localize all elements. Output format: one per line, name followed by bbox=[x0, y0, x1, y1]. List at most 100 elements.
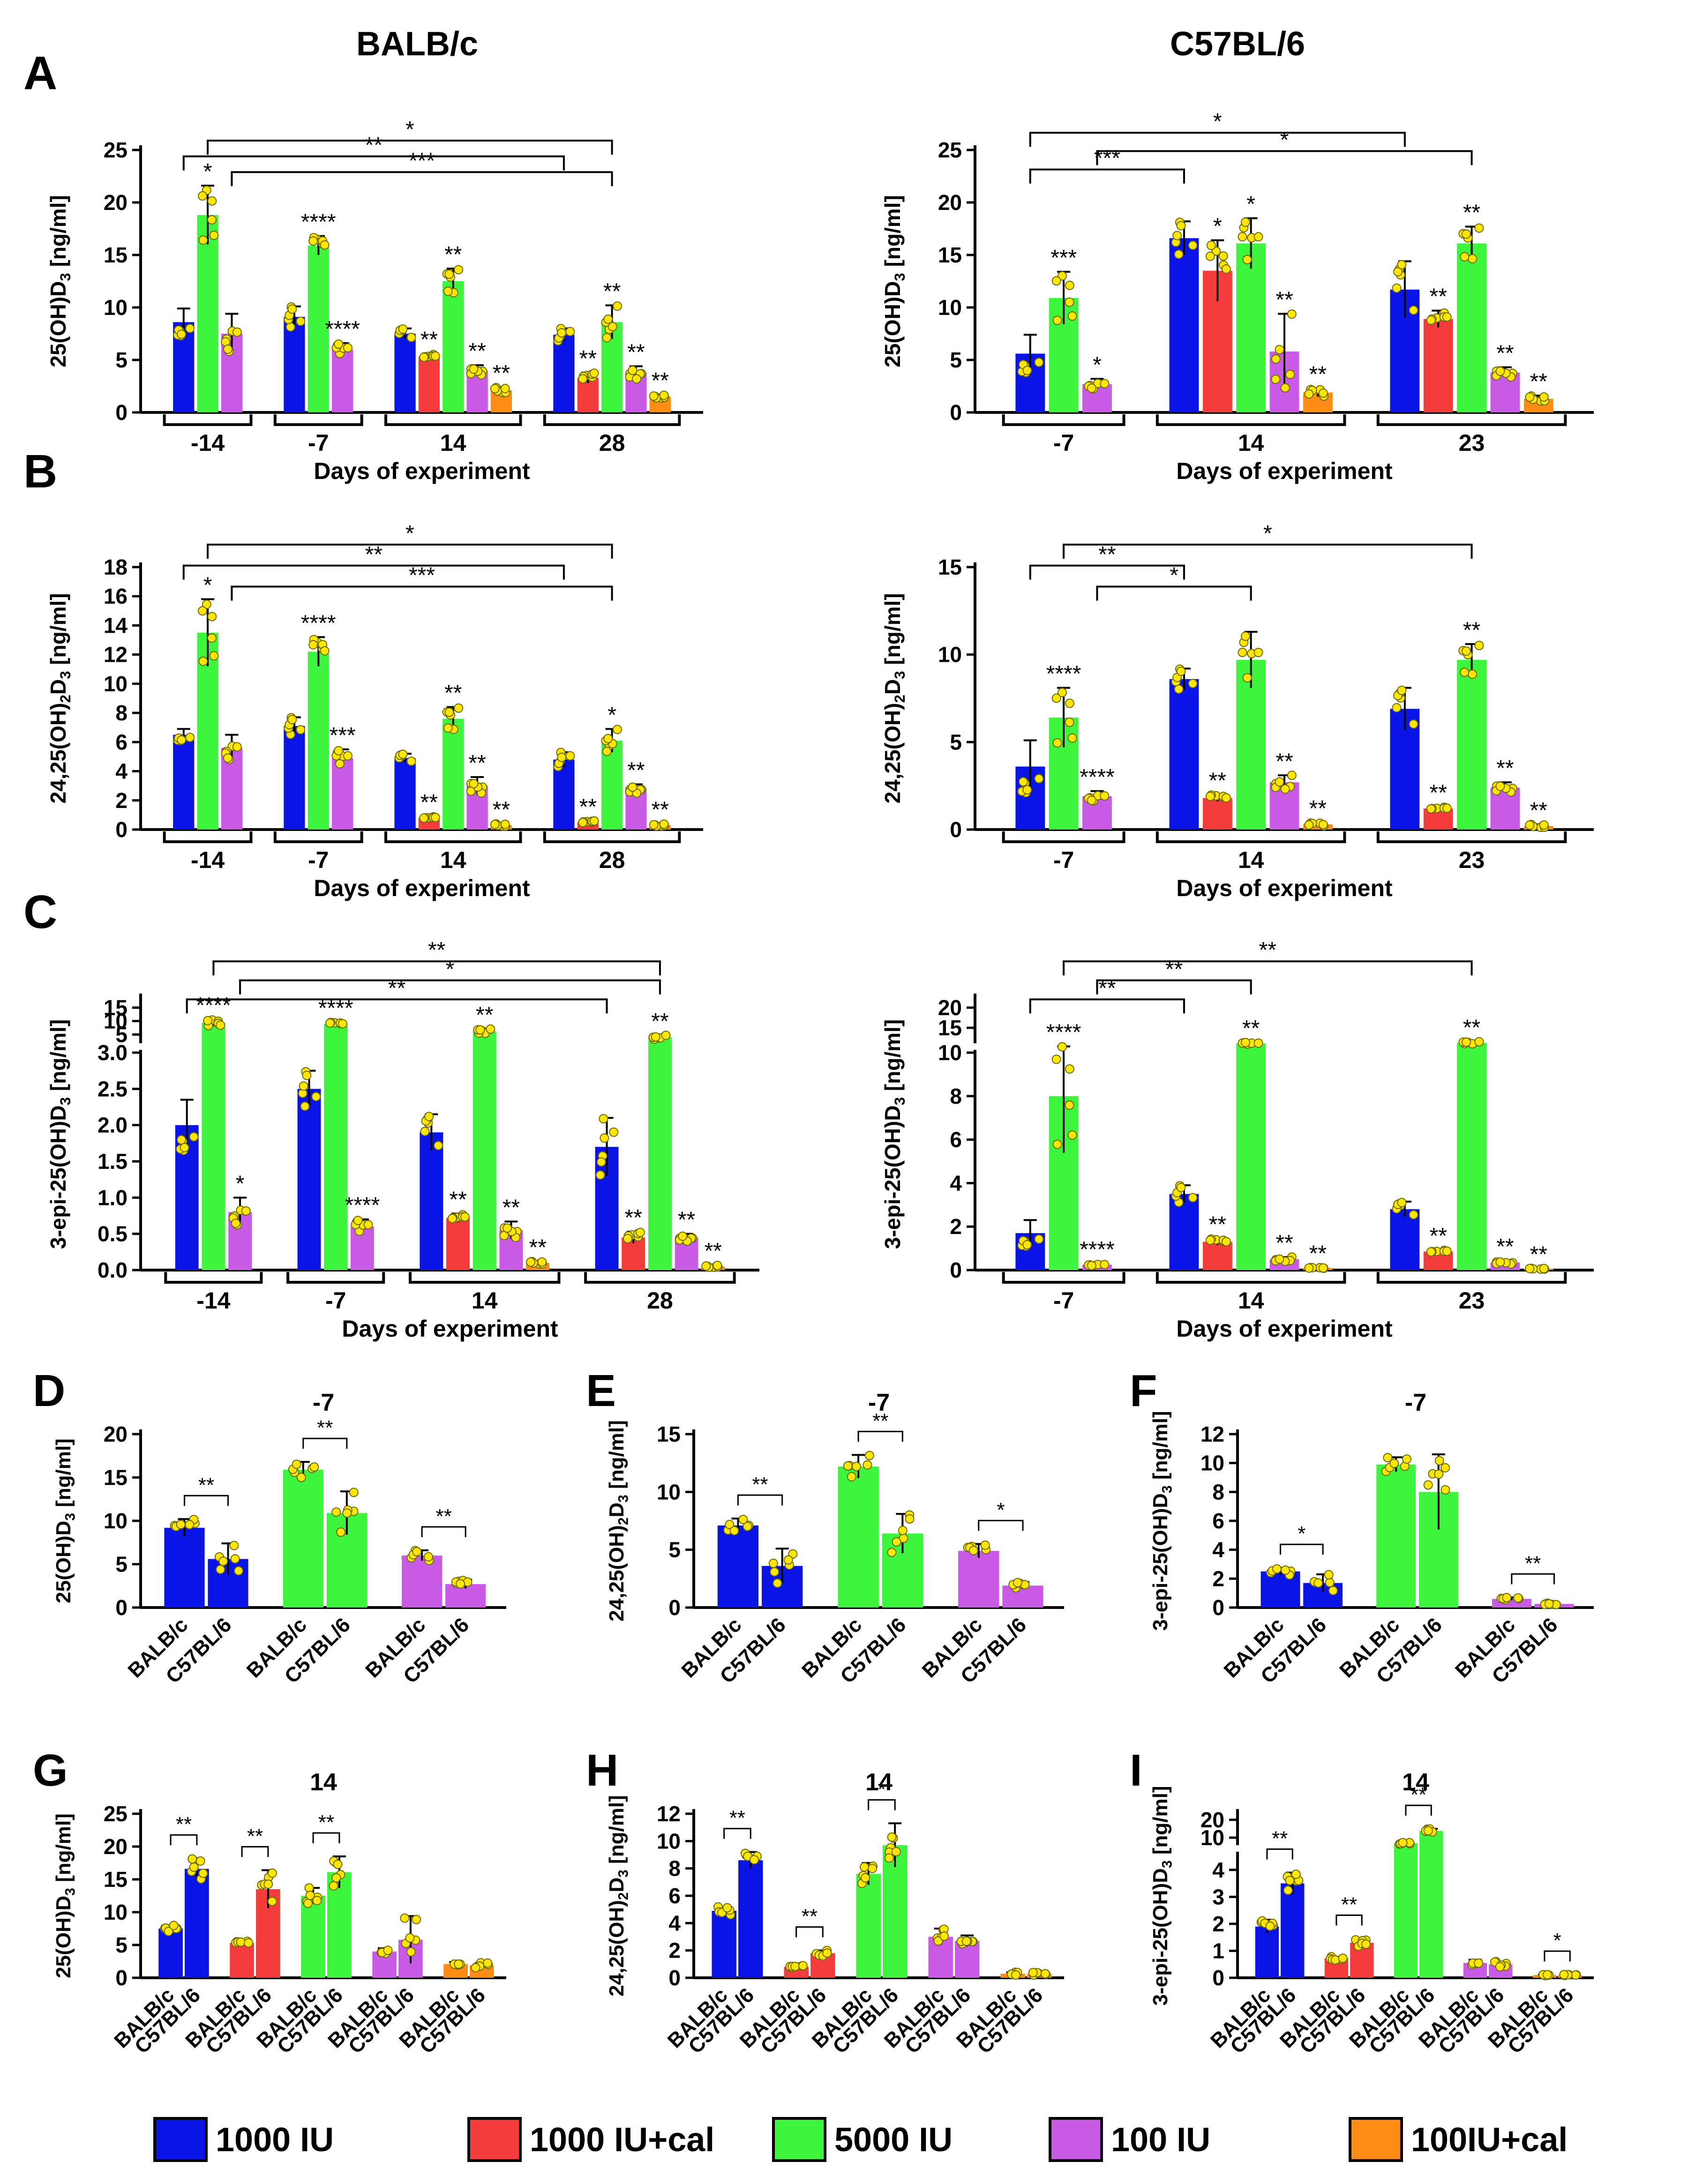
data-point bbox=[891, 1847, 901, 1856]
x-group-label: 23 bbox=[1459, 1287, 1485, 1314]
comparison-bracket bbox=[231, 171, 613, 187]
chart-title: 14 bbox=[1402, 1769, 1429, 1796]
data-point bbox=[1426, 1247, 1436, 1257]
data-point bbox=[1051, 693, 1061, 703]
group-bracket bbox=[163, 831, 253, 843]
significance-label: ** bbox=[420, 790, 438, 815]
data-point bbox=[1461, 1037, 1471, 1047]
y-tick-label: 12 bbox=[104, 643, 128, 667]
data-point bbox=[635, 1227, 645, 1237]
comparison-label: ** bbox=[1272, 1827, 1288, 1850]
significance-label: **** bbox=[301, 611, 336, 636]
data-point bbox=[1022, 785, 1032, 795]
data-point bbox=[207, 196, 217, 206]
data-point bbox=[302, 1070, 312, 1080]
x-group-label: -14 bbox=[191, 430, 225, 456]
data-point bbox=[180, 1143, 189, 1152]
y-tick-label: 3.0 bbox=[98, 1040, 128, 1065]
data-point bbox=[456, 1579, 465, 1589]
y-axis-label: 24,25(OH)2D3 [ng/ml] bbox=[46, 593, 74, 804]
data-point bbox=[198, 191, 208, 201]
data-point bbox=[701, 1261, 711, 1271]
significance-label: **** bbox=[345, 1193, 380, 1218]
bar-c1000-balbc bbox=[158, 1929, 183, 1978]
data-point bbox=[424, 1112, 434, 1122]
comparison-bracket bbox=[868, 1799, 896, 1810]
data-point bbox=[1087, 383, 1096, 393]
y-axis-label: 25(OH)D3 [ng/ml] bbox=[52, 1813, 78, 1978]
comparison-label: ** bbox=[1525, 1552, 1541, 1575]
data-point bbox=[557, 328, 567, 338]
significance-label: ** bbox=[444, 242, 462, 267]
data-point bbox=[325, 1018, 335, 1028]
y-tick-label: 6 bbox=[115, 730, 128, 754]
data-point bbox=[444, 269, 454, 279]
significance-label: ** bbox=[1430, 780, 1447, 805]
data-point bbox=[1238, 648, 1247, 658]
data-point bbox=[1022, 366, 1032, 375]
bar-c5000-balbc bbox=[1376, 1464, 1416, 1608]
comparison-bracket bbox=[207, 140, 613, 155]
data-point bbox=[1057, 1042, 1067, 1052]
x-axis-label: Days of experiment bbox=[342, 1316, 558, 1342]
y-tick-label: 25 bbox=[104, 1802, 128, 1826]
group-bracket bbox=[1376, 414, 1567, 426]
data-point bbox=[185, 323, 195, 333]
data-point bbox=[602, 747, 612, 756]
comparison-label: * bbox=[1298, 1522, 1305, 1545]
y-tick-label: 10 bbox=[104, 1900, 128, 1924]
data-point bbox=[405, 1933, 415, 1943]
y-axis-label: 25(OH)D3 [ng/ml] bbox=[46, 195, 74, 367]
significance-label: ** bbox=[651, 1009, 668, 1034]
comparison-bracket bbox=[1096, 150, 1473, 165]
significance-label: ** bbox=[652, 368, 669, 393]
legend-swatch-c5000 bbox=[772, 2117, 826, 2162]
bar-14-c5000 bbox=[1236, 243, 1266, 412]
significance-label: ** bbox=[493, 798, 510, 823]
y-tick-label: 2 bbox=[115, 788, 128, 813]
data-point bbox=[400, 1913, 410, 1923]
data-point bbox=[1240, 217, 1250, 227]
comparison-bracket bbox=[212, 960, 661, 976]
significance-label: ** bbox=[1463, 1016, 1480, 1040]
data-point bbox=[1065, 698, 1074, 708]
bar-c1000-balbc bbox=[717, 1525, 759, 1608]
data-point bbox=[469, 779, 479, 789]
data-point bbox=[678, 1231, 688, 1241]
data-point bbox=[305, 1891, 315, 1900]
comparison-bracket bbox=[170, 1834, 198, 1846]
significance-label: ** bbox=[627, 340, 645, 365]
data-point bbox=[412, 1547, 422, 1556]
significance-label: ** bbox=[1209, 768, 1226, 793]
data-point bbox=[333, 1859, 343, 1869]
data-point bbox=[296, 725, 306, 735]
data-point bbox=[1253, 648, 1263, 658]
comparison-bracket bbox=[312, 1832, 340, 1843]
comparison-label: ** bbox=[1098, 976, 1116, 1001]
legend-swatch-c1000 bbox=[153, 2117, 208, 2162]
group-bracket bbox=[1002, 1272, 1125, 1284]
data-point bbox=[202, 599, 211, 609]
group-bracket bbox=[1155, 831, 1346, 843]
comparison-label: ** bbox=[1410, 1783, 1426, 1806]
significance-label: **** bbox=[1046, 662, 1081, 687]
significance-label: * bbox=[608, 703, 616, 727]
y-tick-label-upper: 10 bbox=[104, 1009, 128, 1033]
bar--7-c1000 bbox=[284, 317, 305, 412]
data-point bbox=[1397, 686, 1407, 696]
bar-c5000-balbc bbox=[301, 1896, 325, 1978]
data-point bbox=[1324, 1570, 1334, 1579]
data-point bbox=[887, 1832, 897, 1842]
data-point bbox=[236, 1937, 246, 1947]
data-point bbox=[232, 742, 242, 752]
y-tick-label: 10 bbox=[104, 672, 128, 696]
data-point bbox=[1409, 1210, 1418, 1219]
data-point bbox=[443, 286, 453, 296]
legend-swatch-c1000cal bbox=[467, 2117, 522, 2162]
data-point bbox=[1188, 240, 1198, 250]
comparison-label: ** bbox=[318, 1811, 334, 1834]
chart-title: 14 bbox=[310, 1769, 337, 1796]
data-point bbox=[230, 1554, 240, 1564]
significance-label: ** bbox=[1242, 1016, 1260, 1041]
